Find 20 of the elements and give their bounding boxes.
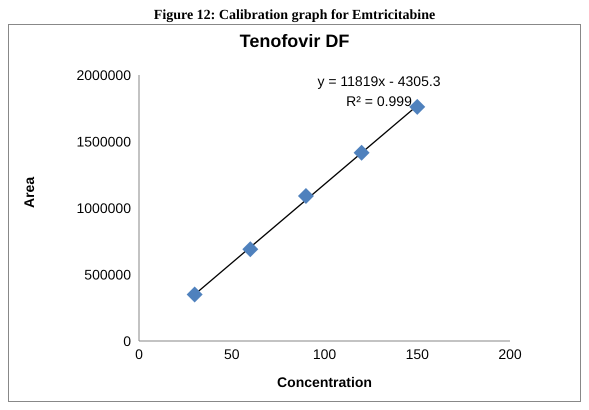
x-tick-label: 0 <box>135 346 144 362</box>
annotation: R² = 0.999 <box>345 92 413 111</box>
x-axis-title: Concentration <box>277 374 372 390</box>
annotation: y = 11819x - 4305.3 <box>316 72 442 91</box>
chart-title: Tenofovir DF <box>238 31 350 52</box>
x-tick-label: 200 <box>498 346 522 362</box>
point <box>354 144 370 161</box>
y-axis-title: Area <box>20 176 37 208</box>
y-tick-label: 1000000 <box>76 200 132 216</box>
x-tick-label: 50 <box>224 346 240 362</box>
y-tick-label: 2000000 <box>76 66 132 83</box>
y-tick-label: 0 <box>123 332 132 349</box>
point <box>298 188 314 204</box>
x-tick-label: 150 <box>406 346 430 362</box>
y-tick-label: 1500000 <box>76 133 132 150</box>
y-tick-label: 500000 <box>84 266 132 282</box>
caption: Figure 12: Calibration graph for Emtricitabine <box>152 8 436 24</box>
point <box>242 241 258 258</box>
x-tick-label: 100 <box>312 346 336 362</box>
point <box>186 286 203 302</box>
